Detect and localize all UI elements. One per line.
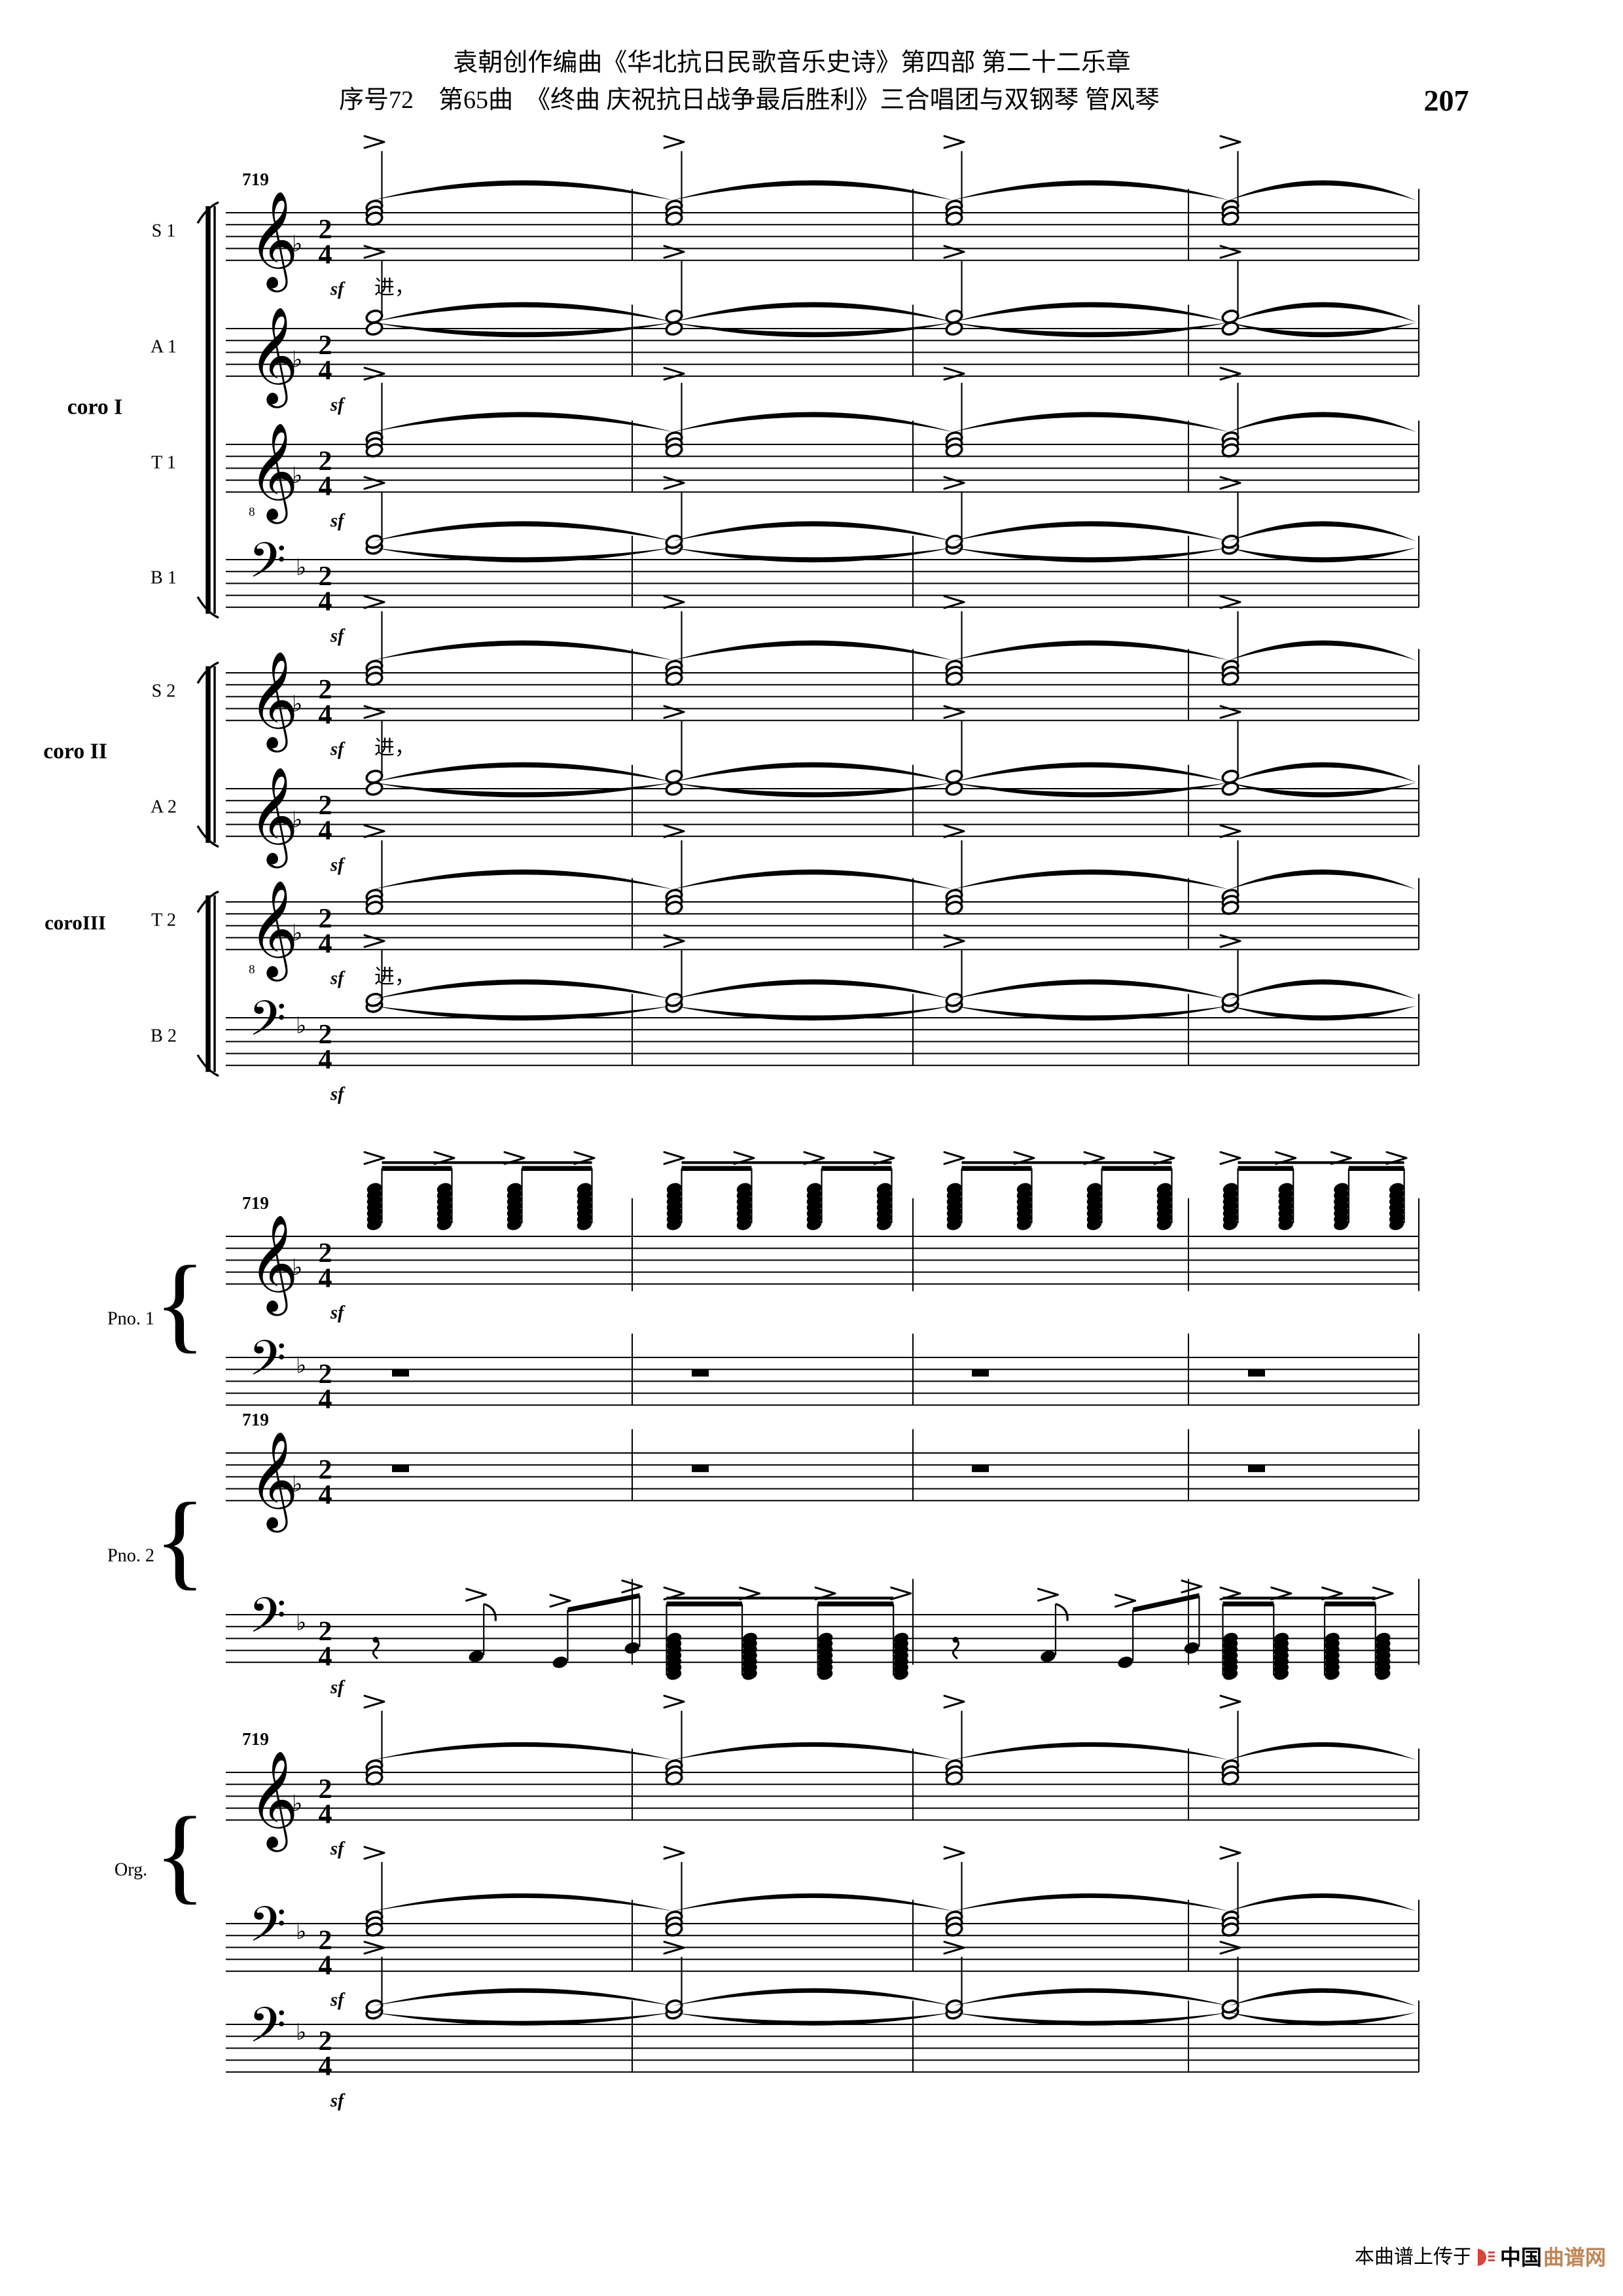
svg-text:𝄢: 𝄢 xyxy=(249,535,286,599)
svg-text:sf: sf xyxy=(330,740,346,760)
svg-text:♭: ♭ xyxy=(292,692,302,717)
svg-text:♭: ♭ xyxy=(296,1611,306,1636)
svg-text:S 1: S 1 xyxy=(152,221,176,241)
svg-text:Org.: Org. xyxy=(115,1859,147,1880)
svg-text:𝄞: 𝄞 xyxy=(249,192,298,292)
svg-text:𝄞: 𝄞 xyxy=(249,1215,298,1316)
svg-text:袁朝创作编曲《华北抗日民歌音乐史诗》第四部 第二十二乐章: 袁朝创作编曲《华北抗日民歌音乐史诗》第四部 第二十二乐章 xyxy=(453,49,1131,77)
svg-text:719: 719 xyxy=(242,1410,269,1429)
svg-text:sf: sf xyxy=(330,511,346,531)
svg-text:𝄢: 𝄢 xyxy=(249,993,286,1057)
svg-text:{: { xyxy=(154,1244,206,1363)
svg-text:♭: ♭ xyxy=(296,2020,306,2045)
svg-text:进，: 进， xyxy=(374,736,415,759)
svg-text:♭: ♭ xyxy=(292,1472,302,1497)
svg-text:4: 4 xyxy=(319,1950,332,1981)
svg-text:coro II: coro II xyxy=(43,739,107,763)
svg-text:719: 719 xyxy=(242,1193,269,1213)
svg-text:{: { xyxy=(154,1481,206,1600)
svg-text:4: 4 xyxy=(319,1263,332,1293)
svg-text:4: 4 xyxy=(319,1799,332,1829)
svg-text:4: 4 xyxy=(319,1384,332,1414)
svg-text:♭: ♭ xyxy=(296,556,306,581)
svg-text:♭: ♭ xyxy=(292,921,302,946)
svg-text:coroIII: coroIII xyxy=(45,911,106,934)
svg-text:𝄞: 𝄞 xyxy=(249,881,298,981)
svg-text:𝄢: 𝄢 xyxy=(249,1590,286,1654)
svg-text:𝄢: 𝄢 xyxy=(249,1899,286,1963)
svg-text:B 2: B 2 xyxy=(151,1026,177,1046)
svg-text:4: 4 xyxy=(319,929,332,959)
svg-text:A 1: A 1 xyxy=(151,336,177,357)
svg-text:S 2: S 2 xyxy=(152,681,176,701)
svg-text:𝄞: 𝄞 xyxy=(249,423,298,524)
svg-text:♭: ♭ xyxy=(296,1920,306,1945)
svg-text:♭: ♭ xyxy=(292,1255,302,1280)
svg-text:sf: sf xyxy=(330,1085,346,1105)
svg-text:♭: ♭ xyxy=(292,463,302,488)
svg-text:sf: sf xyxy=(330,2091,346,2111)
svg-text:♭: ♭ xyxy=(292,348,302,372)
svg-text:♭: ♭ xyxy=(292,808,302,833)
svg-text:sf: sf xyxy=(330,1990,346,2011)
svg-text:♭: ♭ xyxy=(296,1354,306,1378)
svg-text:sf: sf xyxy=(330,279,346,300)
svg-text:8: 8 xyxy=(249,505,255,519)
svg-text:207: 207 xyxy=(1424,84,1469,117)
svg-text:4: 4 xyxy=(319,1045,332,1075)
svg-text:4: 4 xyxy=(319,1480,332,1510)
svg-text:𝄞: 𝄞 xyxy=(249,768,298,868)
svg-text:𝄞: 𝄞 xyxy=(249,652,298,752)
svg-text:进，: 进， xyxy=(374,276,415,299)
svg-text:4: 4 xyxy=(319,471,332,501)
svg-text:𝄞: 𝄞 xyxy=(249,1751,298,1852)
svg-text:4: 4 xyxy=(319,586,332,617)
svg-text:4: 4 xyxy=(319,240,332,270)
svg-text:sf: sf xyxy=(330,626,346,647)
svg-text:𝄢: 𝄢 xyxy=(249,1333,286,1397)
svg-text:4: 4 xyxy=(319,355,332,386)
svg-text:sf: sf xyxy=(330,1839,346,1859)
svg-text:4: 4 xyxy=(319,816,332,846)
svg-text:♭: ♭ xyxy=(292,1791,302,1816)
svg-text:𝄞: 𝄞 xyxy=(249,1432,298,1532)
svg-text:sf: sf xyxy=(330,1303,346,1323)
svg-text:曲谱网: 曲谱网 xyxy=(1543,2246,1606,2269)
svg-text:进，: 进， xyxy=(374,965,415,988)
svg-text:T 2: T 2 xyxy=(151,910,176,930)
svg-text:4: 4 xyxy=(319,1641,332,1672)
svg-text:本曲谱上传于: 本曲谱上传于 xyxy=(1355,2246,1472,2268)
svg-text:sf: sf xyxy=(330,855,346,876)
svg-text:序号72 第65曲 《终曲 庆祝抗日战争最后胜利》三合唱团与: 序号72 第65曲 《终曲 庆祝抗日战争最后胜利》三合唱团与双钢琴 管风琴 xyxy=(339,86,1160,114)
svg-text:𝄢: 𝄢 xyxy=(249,2000,286,2064)
svg-text:sf: sf xyxy=(330,1677,346,1698)
svg-text:sf: sf xyxy=(330,969,346,989)
svg-text:sf: sf xyxy=(330,395,346,416)
svg-text:B 1: B 1 xyxy=(151,567,177,588)
svg-text:𝄞: 𝄞 xyxy=(249,308,298,408)
svg-text:719: 719 xyxy=(242,170,269,189)
svg-text:♭: ♭ xyxy=(292,232,302,257)
svg-text:Pno. 1: Pno. 1 xyxy=(107,1308,154,1329)
svg-text:719: 719 xyxy=(242,1729,269,1749)
svg-text:♭: ♭ xyxy=(296,1014,306,1039)
svg-text:4: 4 xyxy=(319,2051,332,2081)
svg-text:4: 4 xyxy=(319,700,332,730)
svg-text:A 2: A 2 xyxy=(151,797,177,817)
svg-text:coro I: coro I xyxy=(67,395,123,419)
svg-text:中国: 中国 xyxy=(1500,2246,1542,2269)
svg-text:{: { xyxy=(154,1795,206,1914)
svg-text:Pno. 2: Pno. 2 xyxy=(107,1545,154,1566)
svg-text:T 1: T 1 xyxy=(151,452,176,473)
svg-text:8: 8 xyxy=(249,963,255,977)
